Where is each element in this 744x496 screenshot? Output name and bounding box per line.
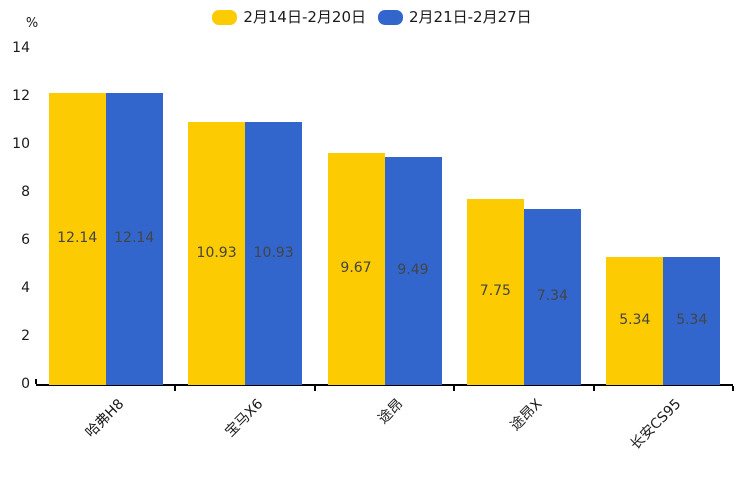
bar-value-label: 10.93	[253, 244, 294, 261]
x-axis-category-label: 宝马X6	[222, 396, 267, 441]
bar-value-label: 7.34	[536, 287, 568, 304]
y-axis-tick-label: 4	[21, 279, 30, 296]
y-axis-tick-label: 14	[12, 39, 30, 56]
bar-2月21日-2月27日-哈弗H8: 12.14	[105, 93, 163, 385]
y-axis-tick-label: 0	[21, 376, 30, 392]
bar-2月14日-2月20日-途昂: 9.67	[327, 152, 385, 385]
x-axis-tick-mark	[35, 379, 37, 384]
bar-value-label: 12.14	[57, 230, 98, 247]
bar-2月14日-2月20日-途昂X: 7.75	[466, 198, 524, 385]
x-axis-tick-mark	[592, 386, 595, 391]
y-axis-tick-label: 12	[12, 87, 30, 104]
bar-2月21日-2月27日-途昂: 9.49	[384, 157, 442, 385]
legend-item-week1[interactable]: 2月14日-2月20日	[212, 7, 366, 27]
bar-value-label: 7.75	[479, 282, 511, 299]
bar-2月14日-2月20日-长安CS95: 5.34	[606, 256, 664, 385]
x-axis-tick-mark	[174, 386, 177, 391]
bar-2月21日-2月27日-长安CS95: 5.34	[663, 256, 721, 385]
legend-swatch-week1	[212, 9, 238, 25]
x-axis-tick-mark	[453, 386, 456, 391]
y-axis-unit-label: %	[25, 16, 39, 31]
bar-value-label: 9.49	[397, 262, 429, 278]
bar-value-label: 10.93	[196, 244, 237, 261]
x-axis-tick-mark	[313, 386, 316, 391]
legend-label-week2: 2月21日-2月27日	[409, 8, 532, 26]
legend-label-week1: 2月14日-2月20日	[243, 8, 366, 26]
x-axis-category-label: 哈弗H8	[82, 396, 128, 441]
bar-2月21日-2月27日-途昂X: 7.34	[523, 208, 581, 385]
x-axis-category-label: 途昂X	[507, 396, 546, 435]
legend-item-week2[interactable]: 2月21日-2月27日	[378, 7, 532, 27]
y-axis-tick-label: 2	[21, 327, 30, 344]
legend: 2月14日-2月20日 2月21日-2月27日	[0, 7, 744, 27]
bar-2月14日-2月20日-宝马X6: 10.93	[188, 122, 246, 385]
y-axis-tick-label: 10	[12, 135, 30, 152]
x-axis-category-label: 途昂	[374, 396, 406, 428]
bar-value-label: 9.67	[340, 259, 372, 276]
x-axis-line	[36, 384, 733, 386]
bar-2月21日-2月27日-宝马X6: 10.93	[245, 122, 303, 385]
y-axis-tick-label: 6	[21, 231, 30, 248]
bar-value-label: 5.34	[676, 311, 708, 328]
x-axis-category-label: 长安CS95	[627, 396, 685, 454]
bar-value-label: 5.34	[619, 311, 651, 328]
y-axis-tick-label: 8	[21, 183, 30, 200]
legend-swatch-week2	[378, 9, 403, 25]
bar-value-label: 12.14	[114, 230, 155, 247]
x-axis-tick-mark	[732, 386, 734, 391]
bar-2月14日-2月20日-哈弗H8: 12.14	[48, 93, 106, 385]
